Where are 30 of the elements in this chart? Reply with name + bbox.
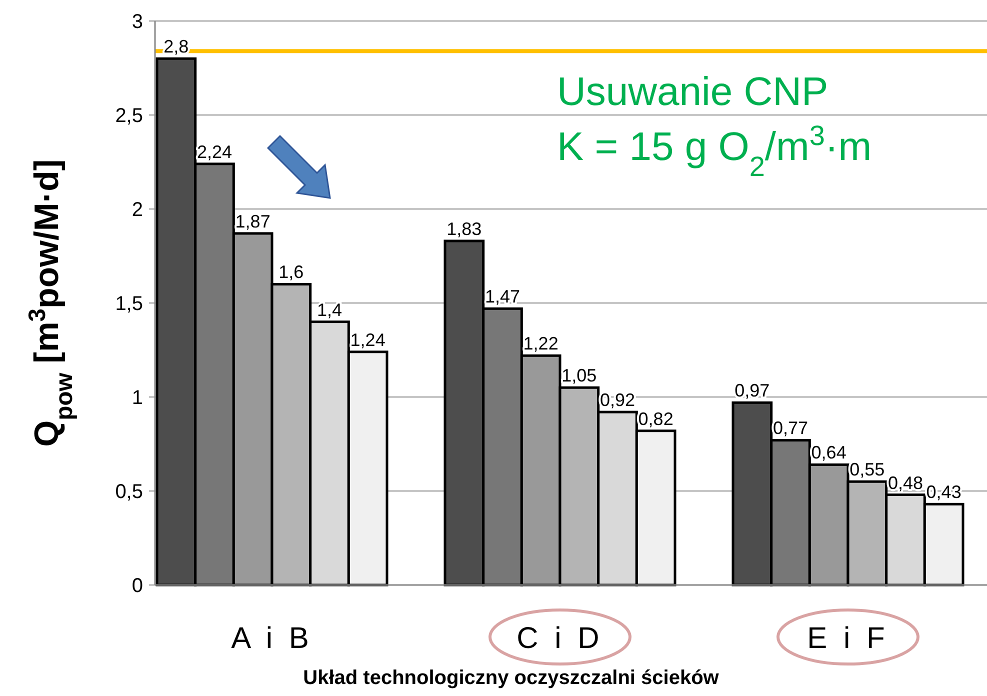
- x-tick-label: C i D: [516, 622, 604, 655]
- annotation: K = 15 g O$_{2}$/m$^{3}$·m: [557, 120, 872, 182]
- data-label: 0,55: [850, 460, 885, 480]
- data-label: 0,92: [600, 390, 636, 410]
- data-label: 1,24: [350, 330, 386, 350]
- data-label: 0,77: [772, 418, 808, 438]
- y-tick-label: 2,5: [115, 105, 143, 127]
- data-label: 0,43: [926, 482, 962, 502]
- data-label: 1,22: [523, 334, 558, 354]
- data-label: 1,83: [446, 218, 482, 239]
- data-label: 1,05: [562, 366, 597, 386]
- data-label: 2,24: [196, 142, 232, 162]
- data-label: 0,82: [638, 408, 674, 429]
- data-label: 0,64: [811, 442, 846, 463]
- data-label: 1,87: [235, 211, 270, 232]
- data-label: 1,47: [484, 286, 520, 307]
- x-axis-title: Układ technologiczny oczyszczalni ścieków: [303, 667, 720, 689]
- y-tick-label: 2: [132, 199, 143, 221]
- annotation: Usuwanie CNP: [557, 70, 828, 114]
- data-label: 0,97: [734, 380, 770, 401]
- y-tick-label: 0,5: [115, 481, 143, 503]
- data-label: 1,4: [316, 300, 342, 320]
- y-tick-label: 1,5: [115, 293, 143, 315]
- x-tick-label: A i B: [231, 622, 313, 655]
- data-label: 1,6: [278, 262, 304, 282]
- x-tick-label: E i F: [807, 622, 889, 655]
- y-tick-label: 1: [132, 387, 143, 409]
- data-label: 0,48: [888, 472, 924, 493]
- y-tick-label: 3: [132, 11, 143, 33]
- y-tick-label: 0: [132, 575, 143, 597]
